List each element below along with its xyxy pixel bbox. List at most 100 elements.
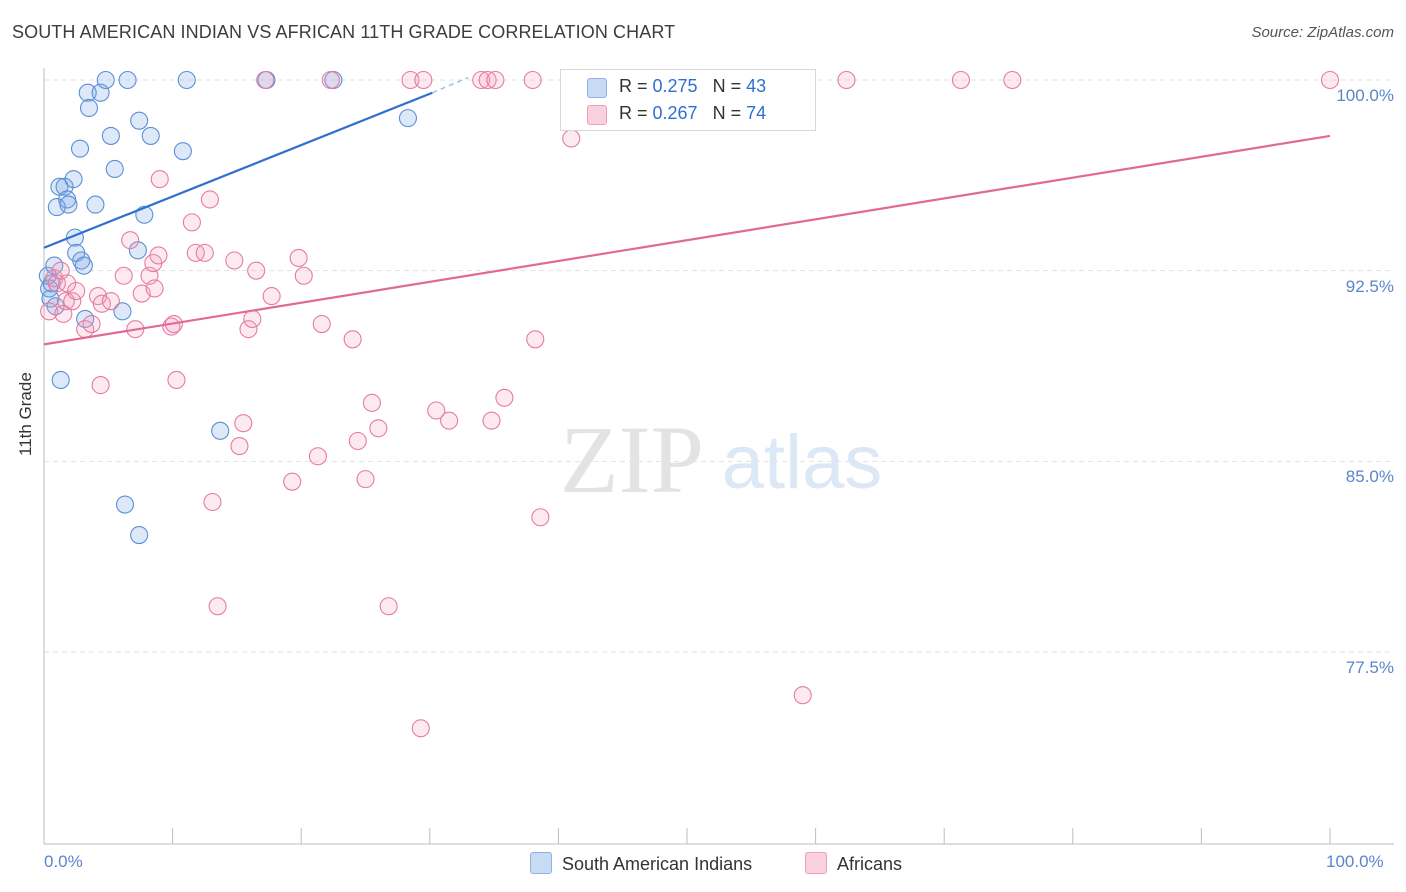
legend-item-south-american-indians[interactable]: South American Indians	[530, 852, 752, 875]
data-point	[478, 70, 497, 90]
data-point	[101, 292, 120, 311]
data-point	[482, 411, 501, 430]
data-point	[348, 431, 367, 451]
data-point	[195, 243, 214, 262]
data-point	[414, 70, 433, 90]
stats-legend: R = 0.275 N = 43 R = 0.267 N = 74	[560, 69, 816, 131]
data-point	[145, 279, 164, 298]
data-point	[312, 315, 331, 334]
data-point	[239, 320, 258, 339]
series-africans	[40, 70, 1340, 738]
data-point	[837, 70, 856, 90]
data-point	[1003, 70, 1022, 90]
data-point	[398, 109, 417, 128]
data-point	[42, 274, 61, 293]
data-point	[130, 111, 149, 130]
data-point	[82, 315, 101, 334]
swatch-south-american-indians	[587, 78, 607, 98]
data-point	[173, 142, 192, 161]
data-point	[531, 508, 550, 527]
data-point	[308, 447, 327, 466]
data-point	[51, 370, 70, 390]
data-point	[128, 241, 147, 260]
data-point	[63, 292, 82, 311]
x-tick-label-min: 0.0%	[44, 852, 83, 871]
watermark: ZIP atlas	[560, 406, 882, 513]
y-tick-label: 85.0%	[1345, 467, 1394, 487]
data-point	[64, 170, 83, 189]
axes	[43, 68, 1394, 845]
data-point	[472, 70, 491, 90]
data-point	[130, 526, 149, 545]
trend-line-africans	[43, 134, 1331, 346]
data-point	[283, 472, 302, 491]
data-point	[115, 495, 135, 514]
watermark-zip: ZIP	[560, 406, 704, 513]
data-point	[356, 470, 375, 489]
data-point	[113, 302, 132, 321]
data-point	[101, 126, 120, 145]
data-point	[427, 401, 446, 420]
data-point	[67, 281, 86, 301]
data-point	[256, 70, 275, 90]
data-point	[47, 198, 66, 217]
data-point	[523, 70, 542, 90]
data-point	[951, 70, 970, 90]
data-point	[72, 251, 91, 270]
data-point	[118, 70, 137, 90]
data-point	[86, 195, 105, 214]
data-point	[79, 98, 99, 118]
data-point	[167, 370, 186, 390]
y-axis-label: 11th Grade	[16, 372, 35, 456]
data-point	[211, 421, 230, 440]
data-point	[440, 411, 459, 430]
r-value: 0.275	[652, 76, 698, 96]
data-point	[1320, 70, 1340, 90]
n-label: N =	[712, 76, 747, 96]
data-point	[401, 70, 420, 90]
data-point	[74, 256, 93, 275]
data-point	[91, 376, 110, 395]
data-point	[150, 170, 169, 189]
legend-swatch-south-american-indians	[530, 852, 552, 874]
data-point	[149, 246, 168, 265]
data-point	[247, 261, 266, 280]
data-point	[203, 492, 222, 512]
data-point	[121, 231, 140, 250]
data-point	[40, 302, 59, 321]
data-point	[225, 251, 244, 270]
data-point	[486, 70, 505, 90]
legend-label: South American Indians	[562, 854, 753, 874]
data-point	[114, 266, 133, 285]
data-point	[243, 309, 262, 329]
data-point	[362, 393, 381, 412]
data-point	[526, 330, 545, 349]
n-label: N =	[712, 103, 747, 123]
source-label: Source: ZipAtlas.com	[1251, 24, 1394, 41]
data-point	[78, 83, 97, 102]
legend-item-africans[interactable]: Africans	[805, 852, 902, 875]
legend-label: Africans	[837, 854, 903, 874]
data-point	[182, 213, 201, 232]
y-tick-label: 92.5%	[1345, 276, 1394, 296]
data-point	[70, 139, 90, 158]
data-point	[262, 287, 281, 306]
trend-line-south-american-indians	[43, 91, 433, 249]
data-point	[234, 414, 253, 433]
data-point	[321, 70, 340, 90]
data-point	[59, 195, 78, 214]
x-tick-label-max: 100.0%	[1326, 852, 1384, 871]
data-point	[200, 190, 219, 209]
r-label: R =	[619, 76, 653, 96]
data-point	[562, 129, 581, 148]
data-point	[411, 719, 430, 738]
data-point	[105, 159, 124, 179]
n-value: 43	[746, 76, 767, 96]
legend-swatch-africans	[805, 852, 827, 874]
data-point	[230, 437, 249, 456]
chart-title: SOUTH AMERICAN INDIAN VS AFRICAN 11TH GR…	[12, 22, 676, 42]
data-point	[96, 70, 115, 90]
watermark-atlas: atlas	[722, 420, 883, 505]
data-point	[289, 248, 308, 268]
